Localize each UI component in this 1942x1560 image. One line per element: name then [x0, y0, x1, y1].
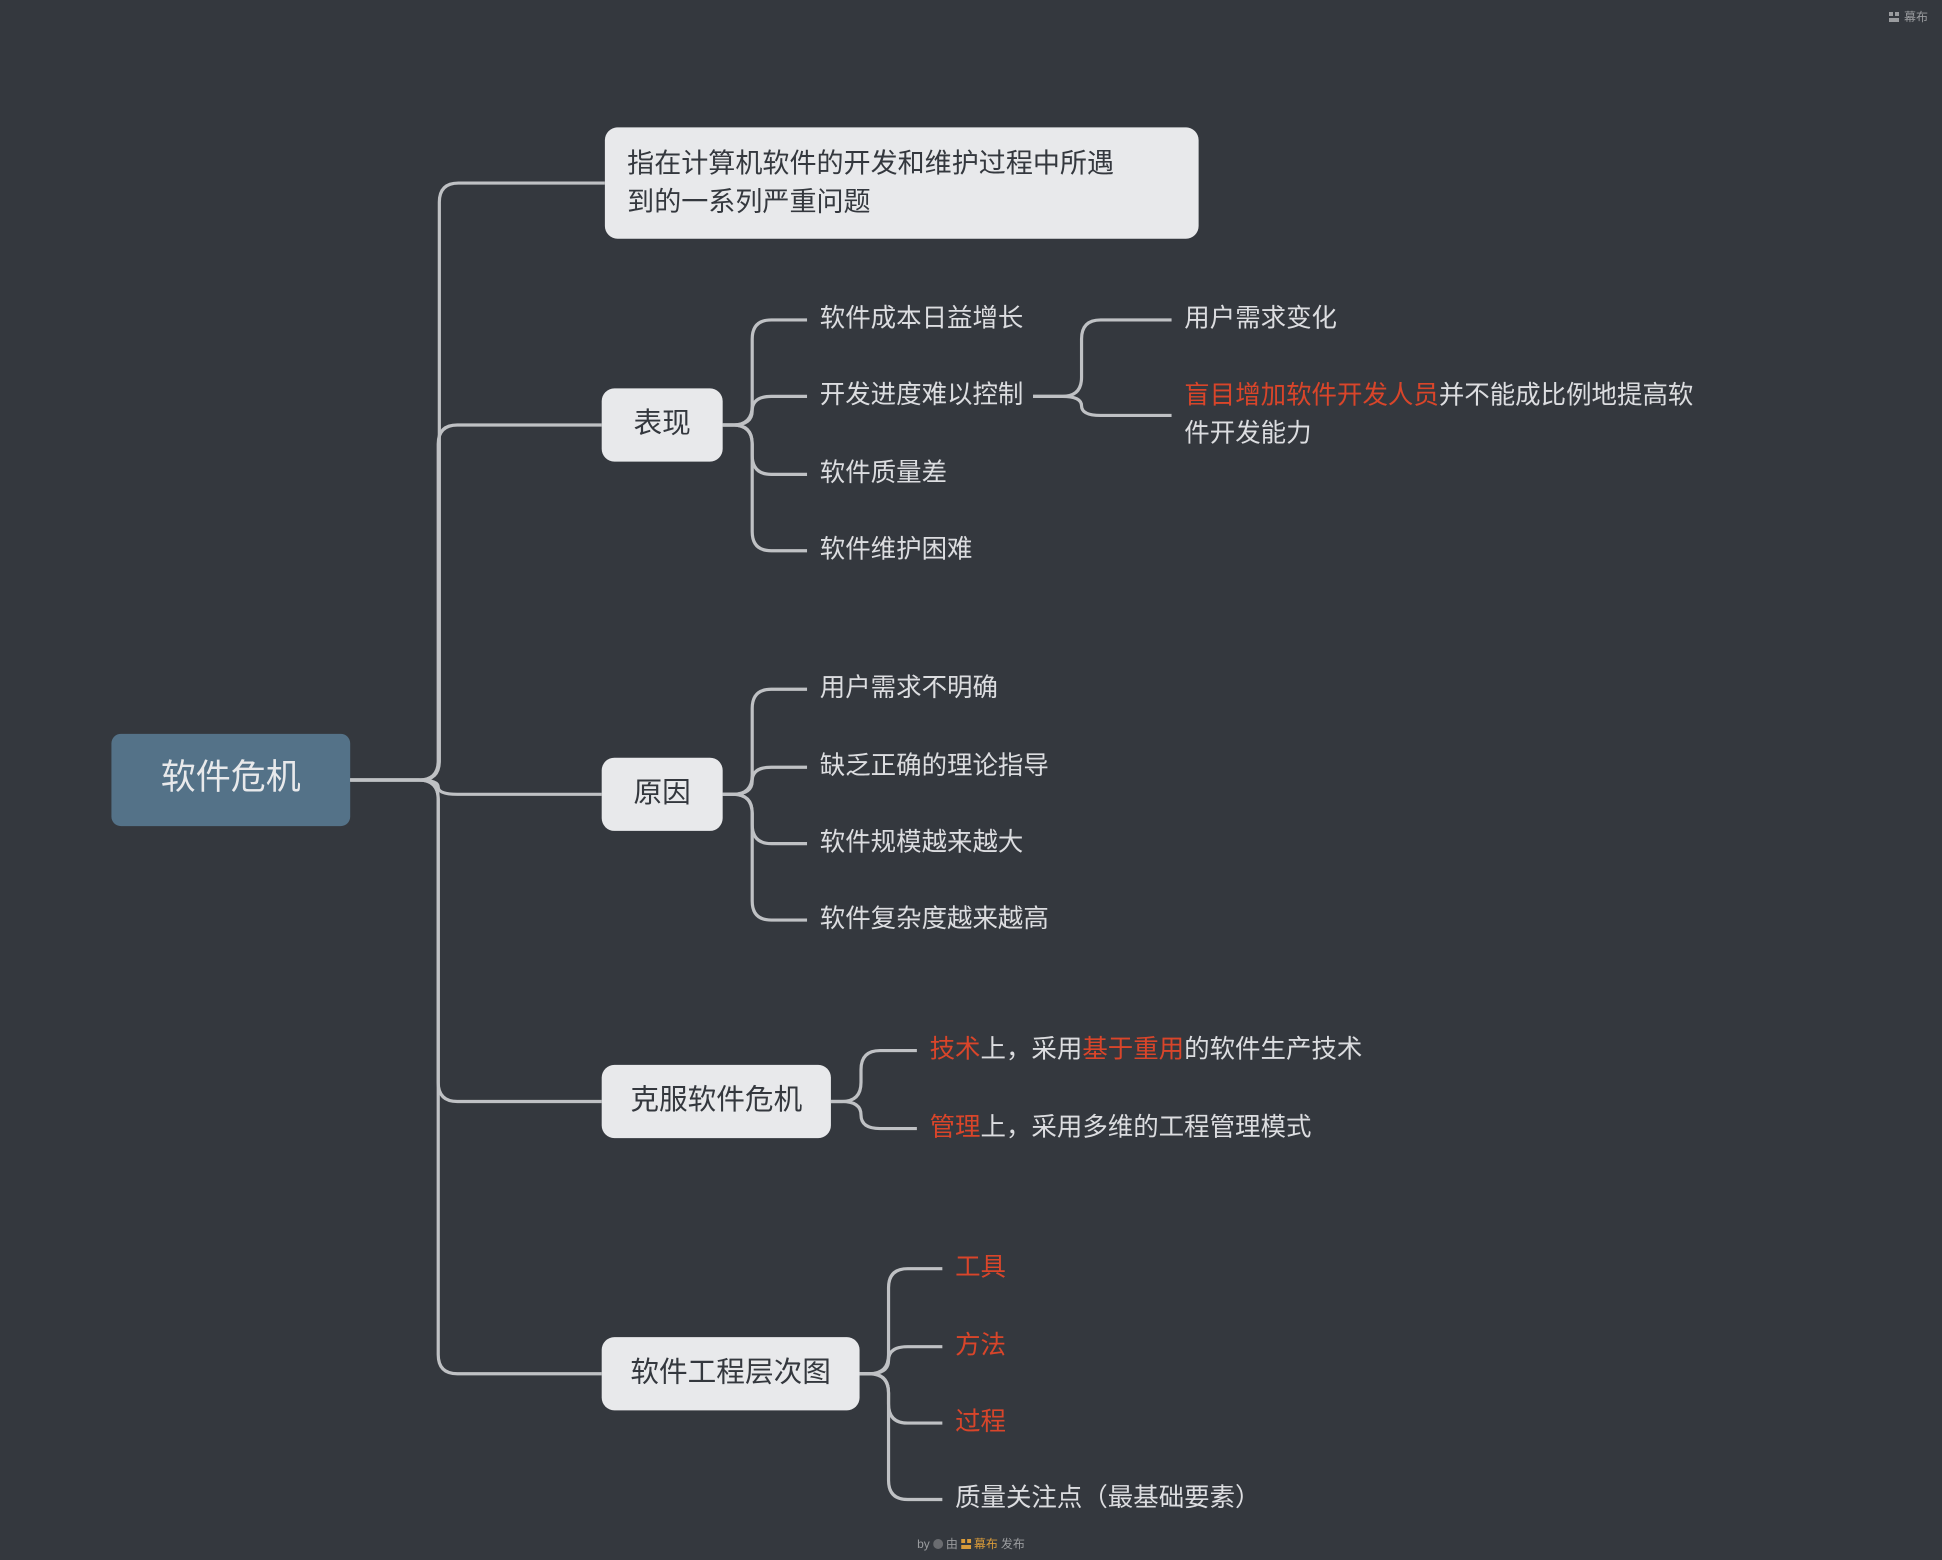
leaf-node: 软件质量差	[820, 459, 947, 487]
svg-text:到的一系列严重问题: 到的一系列严重问题	[627, 187, 870, 217]
svg-text:软件工程层次图: 软件工程层次图	[630, 1356, 830, 1388]
leaf-node: 软件复杂度越来越高	[820, 905, 1049, 933]
footer-avatar-icon	[933, 1539, 943, 1549]
footer-suffix: 发布	[1001, 1535, 1025, 1552]
leaf-node: 工具	[955, 1253, 1006, 1281]
brand-label: 幕布	[1904, 8, 1928, 25]
leaf-node: 质量关注点（最基础要素）	[955, 1484, 1260, 1512]
leaf-node: 管理上，采用多维的工程管理模式	[930, 1113, 1312, 1141]
leaf-node: 用户需求变化	[1184, 305, 1337, 333]
svg-text:件开发能力: 件开发能力	[1184, 419, 1311, 447]
svg-text:指在计算机软件的开发和维护过程中所遇: 指在计算机软件的开发和维护过程中所遇	[627, 149, 1114, 179]
leaf-node: 用户需求不明确	[820, 674, 998, 702]
leaf-node: 开发进度难以控制	[820, 381, 1024, 409]
leaf-node: 软件成本日益增长	[820, 305, 1024, 333]
svg-text:表现: 表现	[634, 408, 691, 440]
svg-text:原因: 原因	[634, 777, 691, 809]
svg-text:软件危机: 软件危机	[161, 758, 301, 797]
leaf-node: 技术上，采用基于重用的软件生产技术	[930, 1035, 1363, 1063]
definition-node	[605, 127, 1199, 238]
brand-badge: 幕布	[1888, 8, 1928, 25]
footer-brand: 幕布	[974, 1535, 998, 1552]
leaf-node: 缺乏正确的理论指导	[820, 752, 1049, 780]
footer-mid: 由	[946, 1535, 958, 1552]
leaf-node: 软件规模越来越大	[820, 828, 1024, 856]
leaf-node: 过程	[955, 1408, 1006, 1436]
svg-text:克服软件危机: 克服软件危机	[630, 1084, 802, 1116]
leaf-node: 软件维护困难	[820, 535, 973, 563]
leaf-node: 方法	[955, 1331, 1006, 1359]
leaf-node: 盲目增加软件开发人员并不能成比例地提高软	[1184, 381, 1693, 409]
footer-by: by	[917, 1537, 930, 1551]
mindmap-canvas: 软件危机 指在计算机软件的开发和维护过程中所遇到的一系列严重问题表现 软件成本日益增…	[0, 0, 1942, 1560]
brand-icon	[1888, 11, 1900, 23]
footer: by 由 幕布 发布	[917, 1535, 1025, 1552]
footer-brand-icon	[961, 1539, 971, 1549]
